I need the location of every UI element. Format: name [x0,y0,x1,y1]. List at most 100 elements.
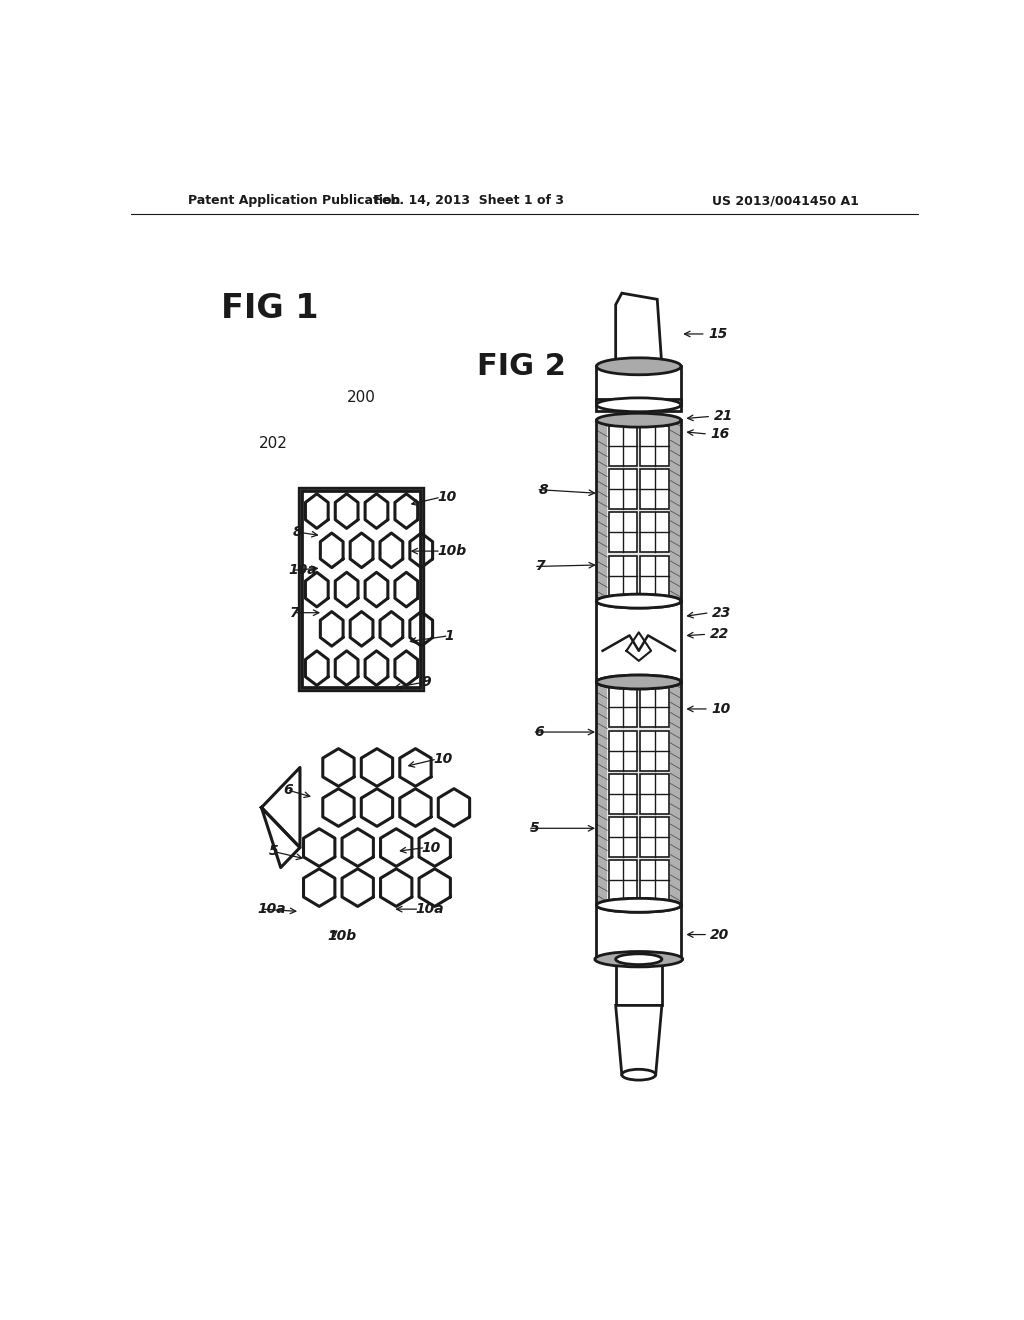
Bar [607,686,671,902]
Bar [640,730,669,771]
Polygon shape [410,611,432,647]
Text: 10: 10 [437,490,457,504]
Polygon shape [261,808,300,867]
Polygon shape [303,869,335,907]
Text: 7: 7 [290,606,300,619]
Polygon shape [350,611,373,647]
Text: 10a: 10a [416,902,444,916]
Text: 8: 8 [539,483,548,496]
Bar [608,859,637,900]
Text: Patent Application Publication: Patent Application Publication [188,194,400,207]
Bar [596,399,681,411]
Text: 5: 5 [269,845,279,858]
Polygon shape [399,788,431,826]
Polygon shape [335,573,358,607]
Bar [302,491,421,688]
Polygon shape [615,293,662,367]
Text: 10b: 10b [437,544,466,558]
Text: 9: 9 [422,675,431,689]
Polygon shape [627,632,651,661]
Text: US 2013/0041450 A1: US 2013/0041450 A1 [712,194,859,207]
Text: 6: 6 [283,783,293,797]
Ellipse shape [596,675,681,689]
Bar [608,469,637,510]
Polygon shape [395,651,418,685]
Text: 5: 5 [530,821,540,836]
Text: 7: 7 [537,560,546,573]
Text: 20: 20 [711,928,730,941]
Polygon shape [261,767,300,847]
Text: 21: 21 [714,409,733,424]
Bar [615,960,662,1006]
Polygon shape [361,748,392,787]
Bar [608,512,637,553]
Bar [596,682,607,906]
Polygon shape [410,533,432,568]
Polygon shape [399,748,431,787]
Text: 10a: 10a [289,564,317,577]
Polygon shape [419,829,451,866]
Polygon shape [335,494,358,528]
Text: 16: 16 [711,428,730,441]
Polygon shape [323,748,354,787]
Ellipse shape [596,675,681,689]
Polygon shape [366,573,388,607]
Polygon shape [321,611,343,647]
Polygon shape [305,573,328,607]
Polygon shape [342,829,374,866]
Text: 15: 15 [708,327,727,341]
Bar [640,469,669,510]
Bar [640,556,669,595]
Text: 6: 6 [535,725,545,739]
Ellipse shape [596,899,681,912]
Bar [608,425,637,466]
Bar [608,774,637,813]
Polygon shape [342,869,374,907]
Polygon shape [380,611,402,647]
Bar [596,367,681,405]
Polygon shape [366,494,388,528]
Bar [640,512,669,553]
Bar [596,601,681,682]
Polygon shape [303,829,335,866]
Text: 1: 1 [444,628,455,643]
Text: FIG 2: FIG 2 [477,352,566,380]
Polygon shape [305,494,328,528]
Bar [608,688,637,727]
Polygon shape [350,533,373,568]
Bar [302,491,421,688]
Ellipse shape [596,397,681,412]
Bar [671,682,681,906]
Ellipse shape [596,358,681,375]
Ellipse shape [596,413,681,428]
Bar [608,730,637,771]
Bar [299,488,424,690]
Ellipse shape [615,954,662,965]
Ellipse shape [622,1069,655,1080]
Polygon shape [361,788,392,826]
Polygon shape [381,829,412,866]
Bar [596,420,607,601]
Text: 22: 22 [710,627,729,642]
Polygon shape [395,573,418,607]
Polygon shape [323,788,354,826]
Bar [640,817,669,857]
Polygon shape [366,651,388,685]
Text: FIG 1: FIG 1 [221,292,318,325]
Polygon shape [615,1006,662,1074]
Bar [640,859,669,900]
Polygon shape [419,869,451,907]
Polygon shape [305,651,328,685]
Text: 10: 10 [433,752,453,766]
Polygon shape [321,533,343,568]
Text: 202: 202 [259,436,288,451]
Text: 10b: 10b [327,929,356,942]
Text: 23: 23 [712,606,731,619]
Polygon shape [380,533,402,568]
Bar [596,906,681,960]
Ellipse shape [596,899,681,912]
Ellipse shape [595,952,683,966]
Bar [640,425,669,466]
Text: Feb. 14, 2013  Sheet 1 of 3: Feb. 14, 2013 Sheet 1 of 3 [375,194,564,207]
Polygon shape [438,788,470,826]
